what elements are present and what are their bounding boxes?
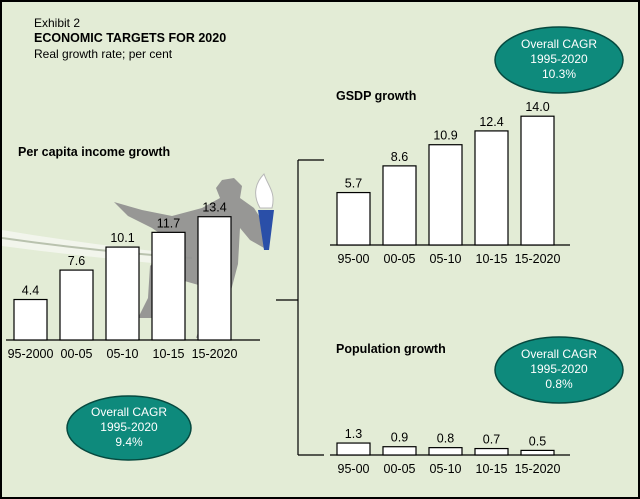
callout-oval bbox=[494, 336, 624, 404]
callout-value: 9.4% bbox=[115, 435, 143, 449]
bar-05-10 bbox=[428, 447, 463, 456]
x-tick-label: 15-2020 bbox=[192, 347, 238, 361]
callout-value: 0.8% bbox=[545, 377, 573, 391]
bar-10-15 bbox=[474, 447, 509, 456]
data-label: 4.4 bbox=[22, 284, 39, 298]
chart-bracket bbox=[276, 159, 324, 456]
callout-line-2: 1995-2020 bbox=[530, 52, 588, 66]
data-label: 0.7 bbox=[483, 433, 500, 447]
bar-95-00 bbox=[336, 191, 371, 246]
x-tick-label: 00-05 bbox=[384, 252, 416, 266]
x-tick-label: 95-00 bbox=[338, 252, 370, 266]
torch-handle bbox=[258, 210, 274, 250]
bar-95-00 bbox=[336, 442, 371, 456]
callout-oval bbox=[494, 26, 624, 94]
x-tick-label: 05-10 bbox=[107, 347, 139, 361]
callout-value: 10.3% bbox=[542, 67, 576, 81]
page-subtitle: Real growth rate; per cent bbox=[34, 47, 173, 61]
data-label: 0.9 bbox=[391, 431, 408, 445]
data-label: 12.4 bbox=[479, 115, 503, 129]
gsdp-chart-title: GSDP growth bbox=[336, 89, 416, 103]
torch-flame bbox=[255, 173, 274, 209]
callout-line-1: Overall CAGR bbox=[521, 347, 597, 361]
data-label: 5.7 bbox=[345, 177, 362, 191]
data-label: 1.3 bbox=[345, 427, 362, 441]
bar-10-15 bbox=[474, 130, 509, 246]
population-chart-title: Population growth bbox=[336, 342, 446, 356]
x-tick-label: 10-15 bbox=[476, 252, 508, 266]
x-tick-label: 95-2000 bbox=[8, 347, 54, 361]
data-label: 7.6 bbox=[68, 254, 85, 268]
per-capita-income-chart: 4.4 95-2000 7.6 00-05 10.1 05-10 11.7 10-15 13.4… bbox=[6, 201, 260, 361]
x-tick-label: 05-10 bbox=[430, 252, 462, 266]
callout-oval bbox=[66, 395, 192, 461]
x-tick-label: 10-15 bbox=[476, 462, 508, 476]
bar-00-05 bbox=[382, 446, 417, 456]
x-tick-label: 15-2020 bbox=[515, 462, 561, 476]
bar-10-15 bbox=[151, 231, 186, 341]
callout-line-2: 1995-2020 bbox=[100, 420, 158, 434]
per-capita-cagr-callout: Overall CAGR 1995-2020 9.4% bbox=[66, 395, 192, 461]
bar-00-05 bbox=[59, 269, 94, 341]
callout-line-1: Overall CAGR bbox=[521, 37, 597, 51]
bar-05-10 bbox=[428, 144, 463, 246]
bar-95-2000 bbox=[13, 298, 48, 341]
data-label: 14.0 bbox=[525, 100, 549, 114]
callout-line-2: 1995-2020 bbox=[530, 362, 588, 376]
x-tick-label: 95-00 bbox=[338, 462, 370, 476]
data-label: 13.4 bbox=[202, 201, 226, 215]
bar-15-2020 bbox=[197, 216, 232, 341]
data-label: 11.7 bbox=[157, 216, 180, 230]
gsdp-growth-chart: 5.7 95-00 8.6 00-05 10.9 05-10 12.4 10-15 14.0 15… bbox=[330, 100, 570, 266]
bar-15-2020 bbox=[520, 115, 555, 246]
x-tick-label: 00-05 bbox=[384, 462, 416, 476]
data-label: 0.8 bbox=[437, 432, 454, 446]
data-label: 0.5 bbox=[529, 434, 546, 448]
population-cagr-callout: Overall CAGR 1995-2020 0.8% bbox=[494, 336, 624, 404]
data-label: 10.1 bbox=[110, 231, 134, 245]
bar-00-05 bbox=[382, 165, 417, 246]
x-tick-label: 15-2020 bbox=[515, 252, 561, 266]
page-title: ECONOMIC TARGETS FOR 2020 bbox=[34, 31, 227, 45]
exhibit-label: Exhibit 2 bbox=[34, 16, 81, 30]
gsdp-cagr-callout: Overall CAGR 1995-2020 10.3% bbox=[494, 26, 624, 94]
per-capita-chart-title: Per capita income growth bbox=[18, 145, 170, 159]
callout-line-1: Overall CAGR bbox=[91, 405, 167, 419]
x-tick-label: 00-05 bbox=[61, 347, 93, 361]
data-label: 8.6 bbox=[391, 150, 408, 164]
bar-05-10 bbox=[105, 246, 140, 341]
data-label: 10.9 bbox=[433, 129, 457, 143]
bar-15-2020 bbox=[520, 449, 555, 456]
x-tick-label: 05-10 bbox=[430, 462, 462, 476]
x-tick-label: 10-15 bbox=[153, 347, 185, 361]
population-growth-chart: 1.3 95-00 0.9 00-05 0.8 05-10 0.7 10-15 0.5 15-20… bbox=[330, 427, 570, 476]
